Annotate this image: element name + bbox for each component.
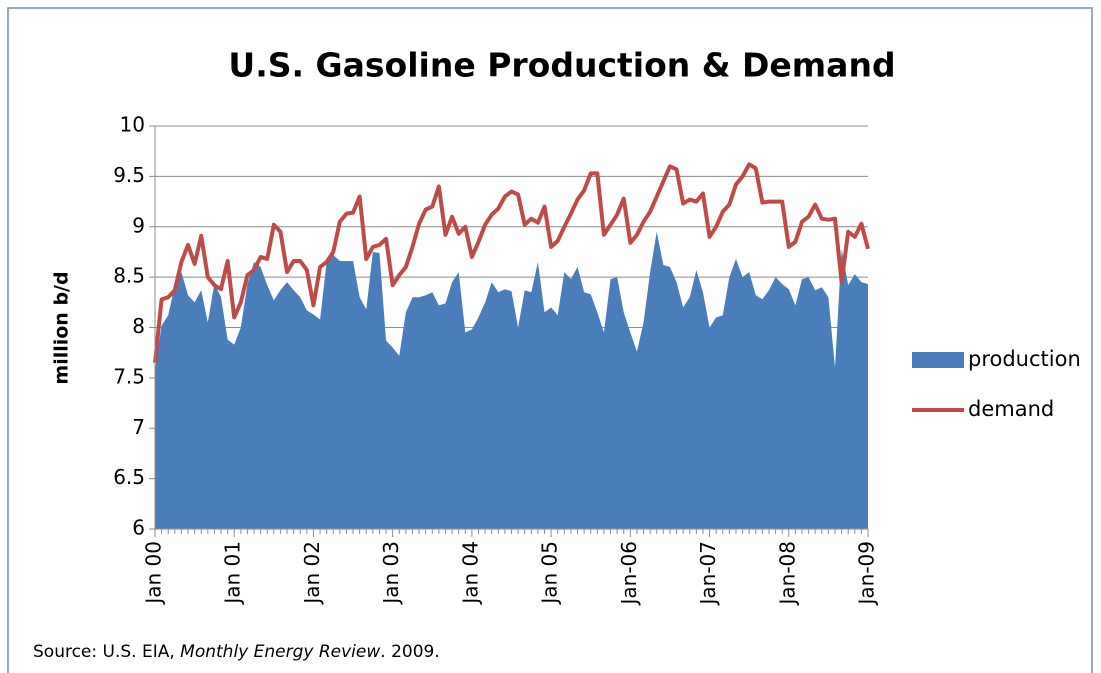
y-tick-label: 7.5	[113, 364, 145, 388]
legend-swatch	[912, 352, 964, 368]
x-tick-label: Jan 05	[538, 541, 562, 606]
x-tick-label: Jan 01	[221, 541, 245, 606]
x-tick-label: Jan 04	[458, 541, 482, 606]
legend-label: production	[968, 347, 1081, 371]
x-tick-label: Jan-07	[696, 541, 720, 607]
y-tick-label: 9.5	[113, 163, 145, 187]
y-tick-label: 8.5	[113, 264, 145, 288]
source-title: Monthly Energy Review	[180, 642, 380, 662]
demand-line	[153, 162, 870, 363]
y-tick-label: 7	[132, 415, 145, 439]
x-tick-label: Jan-09	[855, 541, 879, 607]
y-tick-label: 9	[132, 213, 145, 237]
production-area	[155, 231, 868, 529]
x-tick-label: Jan 02	[300, 541, 324, 606]
x-tick-label: Jan 00	[142, 541, 166, 606]
legend-label: demand	[968, 397, 1054, 421]
y-tick-label: 6.5	[113, 465, 145, 489]
y-tick-label: 6	[132, 516, 145, 540]
y-tick-label: 10	[120, 113, 145, 137]
source-suffix: . 2009.	[380, 642, 439, 662]
source-prefix: Source: U.S. EIA,	[33, 642, 180, 662]
x-tick-label: Jan-08	[775, 541, 799, 607]
x-tick-label: Jan-06	[617, 541, 641, 607]
y-axis-label: million b/d	[51, 271, 73, 384]
x-tick-label: Jan 03	[379, 541, 403, 606]
source-note: Source: U.S. EIA, Monthly Energy Review.…	[33, 642, 440, 662]
y-tick-label: 8	[132, 314, 145, 338]
chart-title: U.S. Gasoline Production & Demand	[228, 46, 895, 85]
